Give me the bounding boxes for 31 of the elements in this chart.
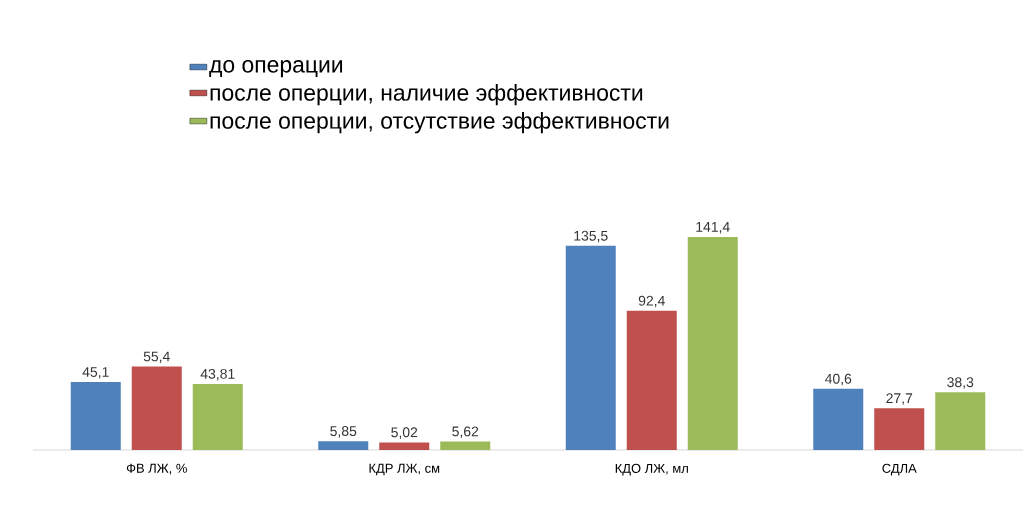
bar	[192, 383, 243, 450]
bar	[626, 310, 677, 450]
x-tick-label: КДО ЛЖ, мл	[615, 463, 688, 476]
data-label: 5,85	[330, 426, 357, 438]
bar	[131, 366, 182, 450]
x-tick-label: ФВ ЛЖ, %	[126, 463, 187, 475]
bar	[565, 245, 616, 450]
bar	[379, 442, 430, 450]
data-label: 43,81	[200, 368, 235, 381]
data-label: 5,62	[452, 426, 479, 438]
bar	[70, 382, 121, 450]
data-label: 5,02	[391, 427, 418, 439]
x-tick-label: КДР ЛЖ, см	[369, 463, 440, 476]
legend-label: после оперции, отсутствие эффективности	[210, 112, 669, 134]
data-label: 45,1	[82, 367, 109, 379]
data-label: 141,4	[696, 222, 730, 234]
data-label: 38,3	[947, 377, 974, 389]
bar	[935, 392, 986, 450]
legend-label: после оперции, наличие эффективности	[210, 83, 643, 106]
bar	[440, 441, 491, 450]
data-label: 92,4	[638, 295, 665, 308]
bar	[874, 408, 925, 450]
x-tick-label: СДЛА	[882, 463, 917, 476]
legend-label: до операции	[209, 60, 343, 78]
bar	[687, 236, 738, 450]
data-label: 27,7	[886, 393, 913, 405]
data-label: 55,4	[143, 351, 170, 364]
data-label: 40,6	[825, 373, 852, 386]
bar	[813, 388, 864, 450]
data-label: 135,5	[574, 230, 608, 243]
bar	[318, 441, 369, 450]
